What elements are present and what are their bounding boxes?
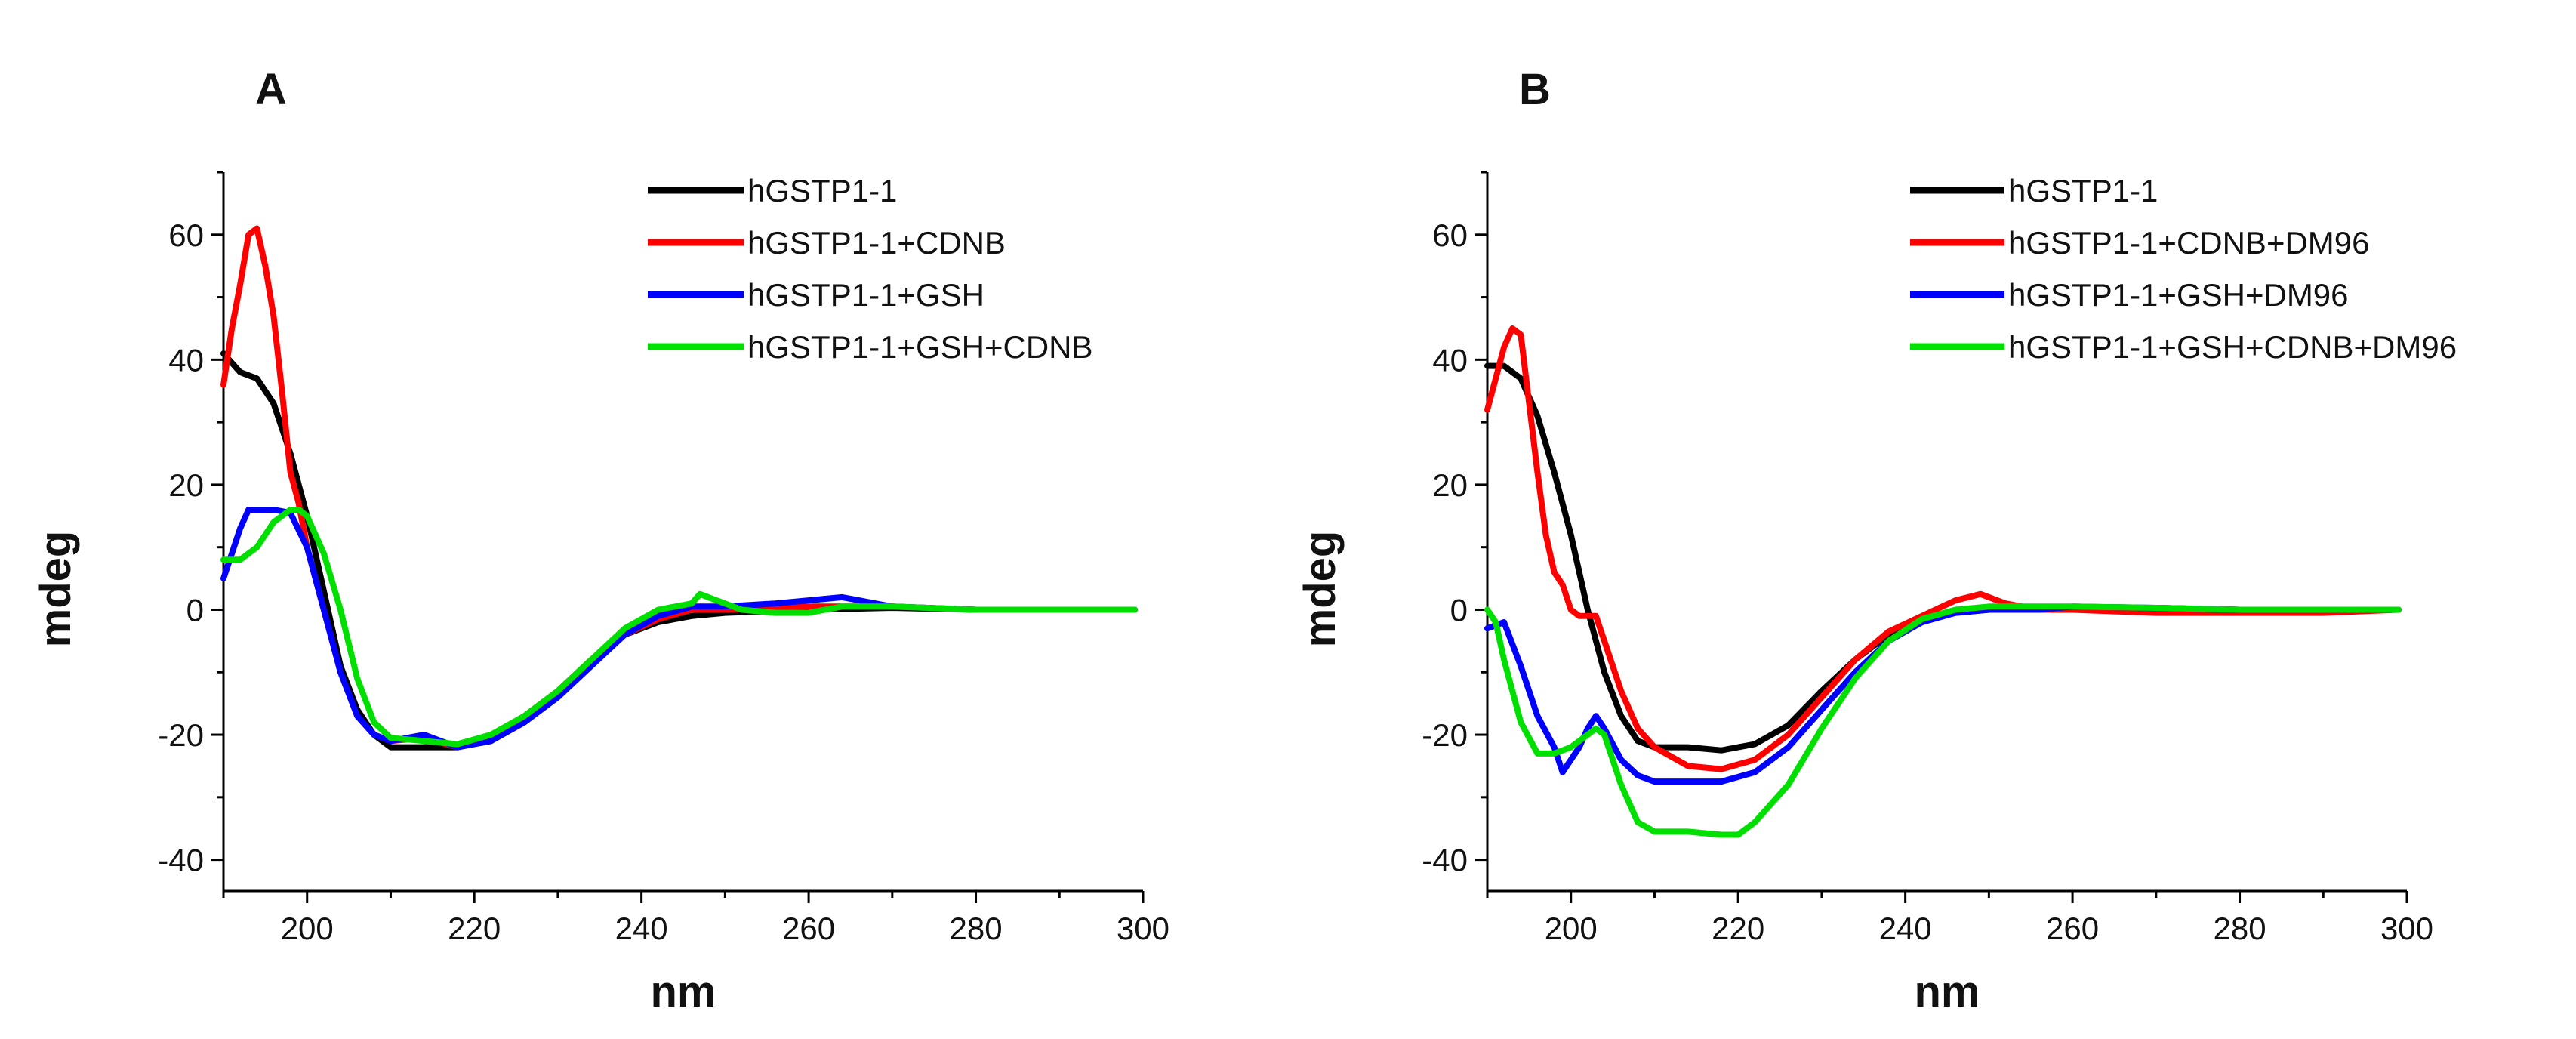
x-axis-label: nm (1915, 967, 1980, 1016)
legend-label: hGSTP1-1+CDNB (747, 225, 1006, 261)
y-tick-label: 0 (1450, 592, 1468, 627)
y-tick-label: -40 (1422, 843, 1468, 878)
y-tick-label: -20 (1422, 717, 1468, 753)
legend-label: hGSTP1-1 (747, 173, 897, 208)
legend-label: hGSTP1-1+GSH (747, 277, 984, 313)
series-line-4 (220, 507, 1138, 748)
y-tick-label: 20 (1432, 467, 1468, 503)
y-tick-label: -40 (158, 843, 204, 878)
y-axis-label: mdeg (1296, 531, 1345, 648)
y-tick-label: 60 (168, 217, 204, 253)
legend-label: hGSTP1-1+CDNB+DM96 (2008, 225, 2370, 261)
panel-letter-a: A (255, 65, 287, 114)
legend: hGSTP1-1 hGSTP1-1+CDNB+DM96 hGSTP1-1+GSH+D… (1910, 173, 2457, 365)
x-tick-label: 280 (2214, 911, 2266, 946)
panel-letter-b: B (1519, 65, 1551, 114)
panel-b: B -40 -20 0 20 40 60 200 220 240 260 280 300 mdeg nm hG… (1296, 65, 2457, 1016)
series-line-2 (220, 225, 1138, 751)
legend-label: hGSTP1-1 (2008, 173, 2158, 208)
y-axis-label: mdeg (31, 531, 80, 648)
y-tick-label: 0 (186, 592, 204, 627)
y-tick-label: -20 (158, 717, 204, 753)
series-line-4 (1484, 603, 2402, 838)
x-tick-label: 260 (782, 911, 835, 946)
legend: hGSTP1-1 hGSTP1-1+CDNB hGSTP1-1+GSH hGSTP1-… (648, 173, 1093, 365)
series-line-3 (220, 507, 1138, 751)
x-tick-label: 200 (281, 911, 334, 946)
legend-label: hGSTP1-1+GSH+CDNB (747, 329, 1093, 365)
x-tick-label: 300 (1117, 911, 1169, 946)
y-tick-label: 40 (1432, 342, 1468, 378)
x-tick-label: 300 (2380, 911, 2433, 946)
x-tick-label: 220 (448, 911, 501, 946)
y-tick-label: 40 (168, 342, 204, 378)
x-tick-label: 260 (2046, 911, 2099, 946)
y-tick-label: 60 (1432, 217, 1468, 253)
panel-a: A -40 -20 0 20 40 60 200 220 240 260 280 300 mdeg nm hG… (31, 65, 1169, 1016)
legend-label: hGSTP1-1+GSH+DM96 (2008, 277, 2349, 313)
legend-label: hGSTP1-1+GSH+CDNB+DM96 (2008, 329, 2457, 365)
x-tick-label: 240 (1879, 911, 1932, 946)
x-tick-label: 220 (1712, 911, 1764, 946)
x-tick-label: 280 (950, 911, 1003, 946)
series-line-2 (1484, 325, 2402, 772)
x-tick-label: 240 (615, 911, 668, 946)
y-tick-label: 20 (168, 467, 204, 503)
x-tick-label: 200 (1545, 911, 1598, 946)
x-axis-label: nm (651, 967, 716, 1016)
